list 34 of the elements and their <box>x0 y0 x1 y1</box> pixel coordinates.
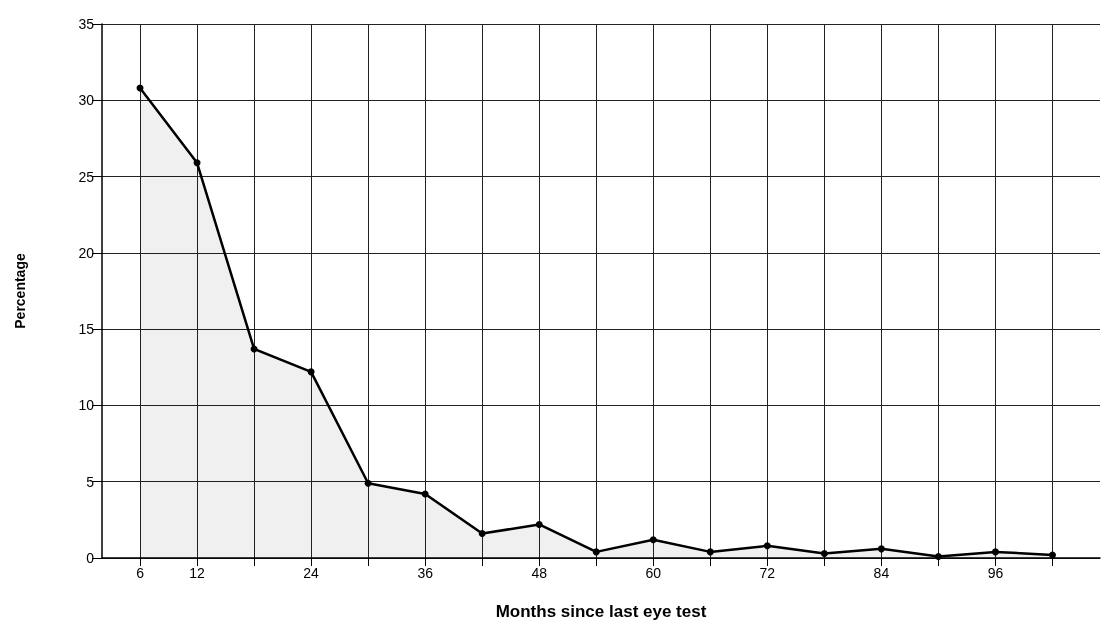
x-tick-label: 72 <box>759 565 776 581</box>
point <box>649 536 657 544</box>
y-tick-label: 30 <box>78 92 95 109</box>
x-tick-label: 48 <box>531 565 548 581</box>
point <box>307 368 315 376</box>
x-tick-label: 36 <box>417 565 434 581</box>
point <box>877 545 885 553</box>
x-axis-title: Months since last eye test <box>495 602 707 621</box>
point <box>193 159 201 167</box>
y-tick-label: 20 <box>78 244 95 261</box>
y-tick-label: 10 <box>78 397 95 414</box>
y-tick-label: 25 <box>78 168 95 185</box>
point <box>934 552 942 560</box>
point <box>706 548 714 556</box>
point <box>592 548 600 556</box>
point <box>478 530 486 538</box>
point <box>421 490 429 498</box>
point <box>820 549 828 557</box>
point <box>991 548 999 556</box>
x-tick-label: 60 <box>645 565 662 581</box>
x-tick-label: 6 <box>136 565 145 581</box>
x-tick-label: 84 <box>873 565 890 581</box>
point <box>535 520 543 528</box>
x-tick-label: 12 <box>189 565 206 581</box>
y-tick-label: 5 <box>86 473 95 490</box>
y-tick-label: 0 <box>86 550 95 566</box>
x-tick-label: 96 <box>987 565 1004 581</box>
y-tick-label: 35 <box>78 16 95 32</box>
y-axis-title: Percentage <box>12 253 28 329</box>
y-tick-label: 15 <box>78 321 95 338</box>
point <box>364 479 372 487</box>
x-tick-label: 24 <box>303 565 320 581</box>
point <box>1048 551 1056 559</box>
point <box>763 542 771 550</box>
